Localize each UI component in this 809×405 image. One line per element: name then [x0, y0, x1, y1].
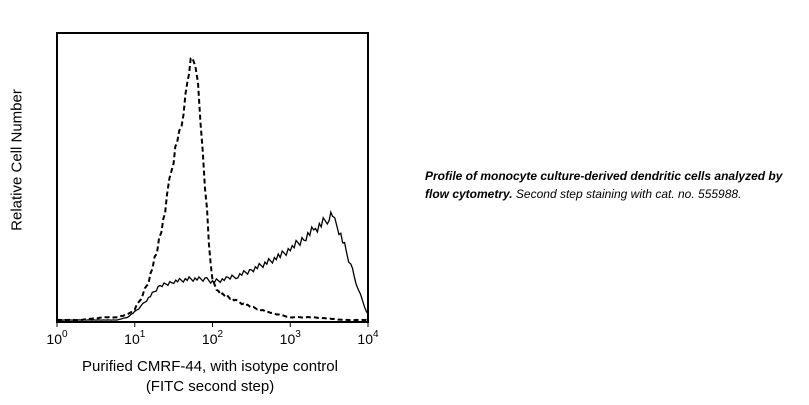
caption-rest: Second step staining with cat. no. 55598…	[512, 187, 742, 201]
x-tick-label: 101	[124, 329, 146, 347]
x-tick-label: 103	[280, 329, 302, 347]
x-axis-label: Purified CMRF-44, with isotype control (…	[40, 357, 380, 397]
histogram-plot: 100 101 102 103 104	[46, 32, 379, 347]
x-axis-label-line2: (FITC second step)	[145, 378, 275, 395]
series-lines	[56, 56, 369, 322]
x-tick-label: 104	[357, 329, 379, 347]
cmrf44-histogram	[56, 210, 369, 321]
x-tick-label: 100	[46, 329, 68, 347]
x-axis-ticks: 100 101 102 103 104	[46, 322, 379, 347]
caption-bold: Profile of monocyte culture-derived dend…	[425, 169, 783, 201]
figure-caption: Profile of monocyte culture-derived dend…	[425, 167, 805, 203]
x-axis-label-line1: Purified CMRF-44, with isotype control	[82, 358, 338, 375]
x-tick-label: 102	[202, 329, 224, 347]
figure: Relative Cell Number 100 101 102 103 104 Pur…	[9, 32, 380, 397]
